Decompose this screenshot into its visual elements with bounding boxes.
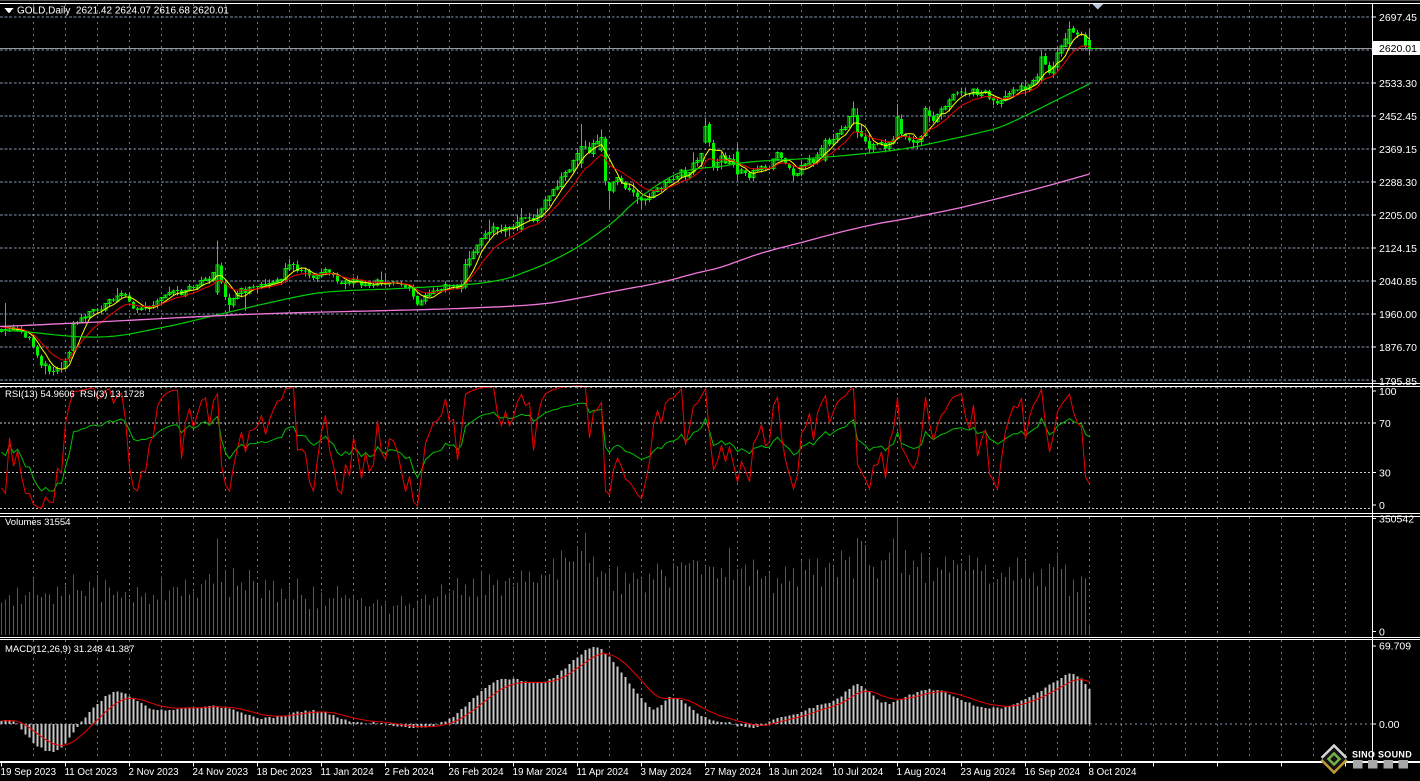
svg-text:19 Mar 2024: 19 Mar 2024 — [513, 767, 569, 778]
svg-text:26 Feb 2024: 26 Feb 2024 — [449, 767, 505, 778]
svg-text:18 Dec 2023: 18 Dec 2023 — [257, 767, 313, 778]
svg-text:23 Aug 2024: 23 Aug 2024 — [961, 767, 1017, 778]
svg-text:SINO SOUND: SINO SOUND — [1352, 750, 1412, 760]
svg-text:69.709: 69.709 — [1379, 641, 1411, 653]
svg-text:0.00: 0.00 — [1379, 719, 1400, 731]
svg-text:2 Nov 2023: 2 Nov 2023 — [129, 767, 180, 778]
svg-text:1876.70: 1876.70 — [1379, 342, 1417, 354]
svg-text:0: 0 — [1379, 626, 1385, 638]
svg-text:Volumes 31554: Volumes 31554 — [5, 517, 71, 528]
svg-text:0: 0 — [1379, 500, 1385, 512]
svg-text:30: 30 — [1379, 467, 1391, 479]
svg-text:2533.30: 2533.30 — [1379, 78, 1417, 90]
svg-text:2697.45: 2697.45 — [1379, 12, 1417, 24]
svg-text:2040.85: 2040.85 — [1379, 276, 1417, 288]
svg-text:1 Aug 2024: 1 Aug 2024 — [897, 767, 947, 778]
svg-text:100: 100 — [1379, 386, 1397, 398]
svg-text:2452.45: 2452.45 — [1379, 111, 1417, 123]
svg-text:8 Oct 2024: 8 Oct 2024 — [1089, 767, 1137, 778]
svg-text:3 May 2024: 3 May 2024 — [641, 767, 693, 778]
svg-text:2124.15: 2124.15 — [1379, 243, 1417, 255]
svg-text:GOLD,Daily 2621.42 2624.07 26: GOLD,Daily 2621.42 2624.07 2616.68 2620.… — [17, 6, 229, 17]
svg-text:2369.15: 2369.15 — [1379, 144, 1417, 156]
svg-text:2 Feb 2024: 2 Feb 2024 — [385, 767, 435, 778]
svg-text:16 Sep 2024: 16 Sep 2024 — [1025, 767, 1081, 778]
svg-text:11 Apr 2024: 11 Apr 2024 — [577, 767, 630, 778]
svg-text:2288.30: 2288.30 — [1379, 177, 1417, 189]
svg-text:11 Oct 2023: 11 Oct 2023 — [65, 767, 118, 778]
svg-text:1795.85: 1795.85 — [1379, 376, 1417, 388]
svg-text:RSI(13) 54.9606 RSI(3) 13.172: RSI(13) 54.9606 RSI(3) 13.1728 — [5, 389, 144, 400]
svg-text:10 Jul 2024: 10 Jul 2024 — [833, 767, 884, 778]
svg-text:350542: 350542 — [1379, 513, 1414, 525]
svg-text:19 Sep 2023: 19 Sep 2023 — [1, 767, 57, 778]
svg-text:MACD(12,26,9) 31.248 41.387: MACD(12,26,9) 31.248 41.387 — [5, 644, 134, 655]
svg-text:18 Jun 2024: 18 Jun 2024 — [769, 767, 823, 778]
svg-text:24 Nov 2023: 24 Nov 2023 — [193, 767, 249, 778]
svg-text:27 May 2024: 27 May 2024 — [705, 767, 762, 778]
svg-text:11 Jan 2024: 11 Jan 2024 — [321, 767, 375, 778]
svg-text:2205.00: 2205.00 — [1379, 210, 1417, 222]
svg-text:70: 70 — [1379, 418, 1391, 430]
svg-text:1960.00: 1960.00 — [1379, 309, 1417, 321]
svg-text:2620.01: 2620.01 — [1379, 43, 1417, 55]
